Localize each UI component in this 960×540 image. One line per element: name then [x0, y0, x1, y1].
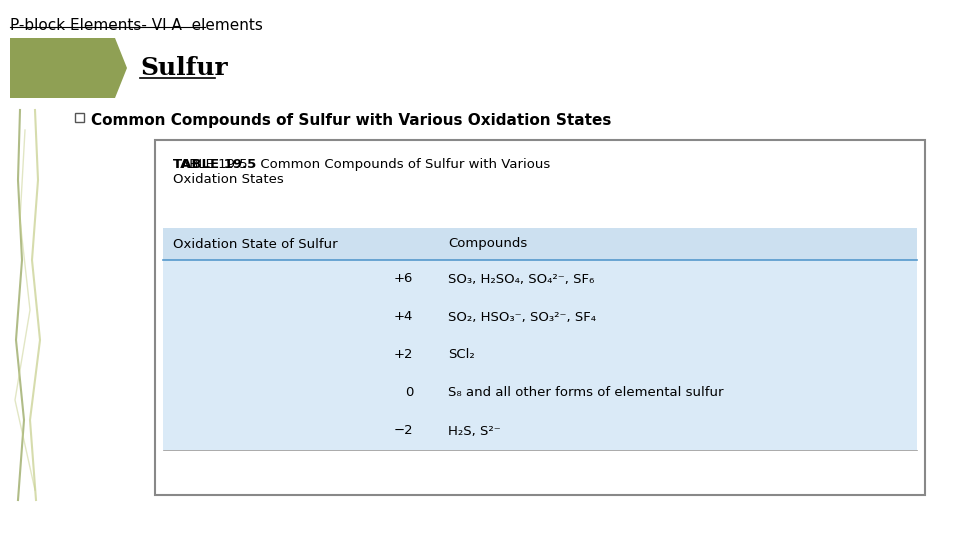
- Text: Compounds: Compounds: [448, 238, 527, 251]
- Text: +2: +2: [394, 348, 413, 361]
- Text: S₈ and all other forms of elemental sulfur: S₈ and all other forms of elemental sulf…: [448, 387, 724, 400]
- Text: Common Compounds of Sulfur with Various Oxidation States: Common Compounds of Sulfur with Various …: [91, 112, 612, 127]
- Text: +4: +4: [394, 310, 413, 323]
- Text: TABLE 19.5   Common Compounds of Sulfur with Various
Oxidation States: TABLE 19.5 Common Compounds of Sulfur wi…: [173, 158, 550, 186]
- Text: SO₃, H₂SO₄, SO₄²⁻, SF₆: SO₃, H₂SO₄, SO₄²⁻, SF₆: [448, 273, 594, 286]
- Text: SCl₂: SCl₂: [448, 348, 475, 361]
- Bar: [75, 113, 84, 122]
- Text: H₂S, S²⁻: H₂S, S²⁻: [448, 424, 501, 437]
- FancyBboxPatch shape: [155, 140, 925, 495]
- Bar: [163, 228, 917, 260]
- Text: Oxidation State of Sulfur: Oxidation State of Sulfur: [173, 238, 338, 251]
- Text: +6: +6: [394, 273, 413, 286]
- Text: Sulfur: Sulfur: [140, 56, 228, 80]
- Text: −2: −2: [394, 424, 413, 437]
- Polygon shape: [10, 38, 127, 98]
- Text: TABLE 19.5: TABLE 19.5: [173, 158, 256, 171]
- Text: 0: 0: [404, 387, 413, 400]
- Bar: [163, 260, 917, 450]
- Text: SO₂, HSO₃⁻, SO₃²⁻, SF₄: SO₂, HSO₃⁻, SO₃²⁻, SF₄: [448, 310, 596, 323]
- Text: P-block Elements- VI A  elements: P-block Elements- VI A elements: [10, 18, 263, 33]
